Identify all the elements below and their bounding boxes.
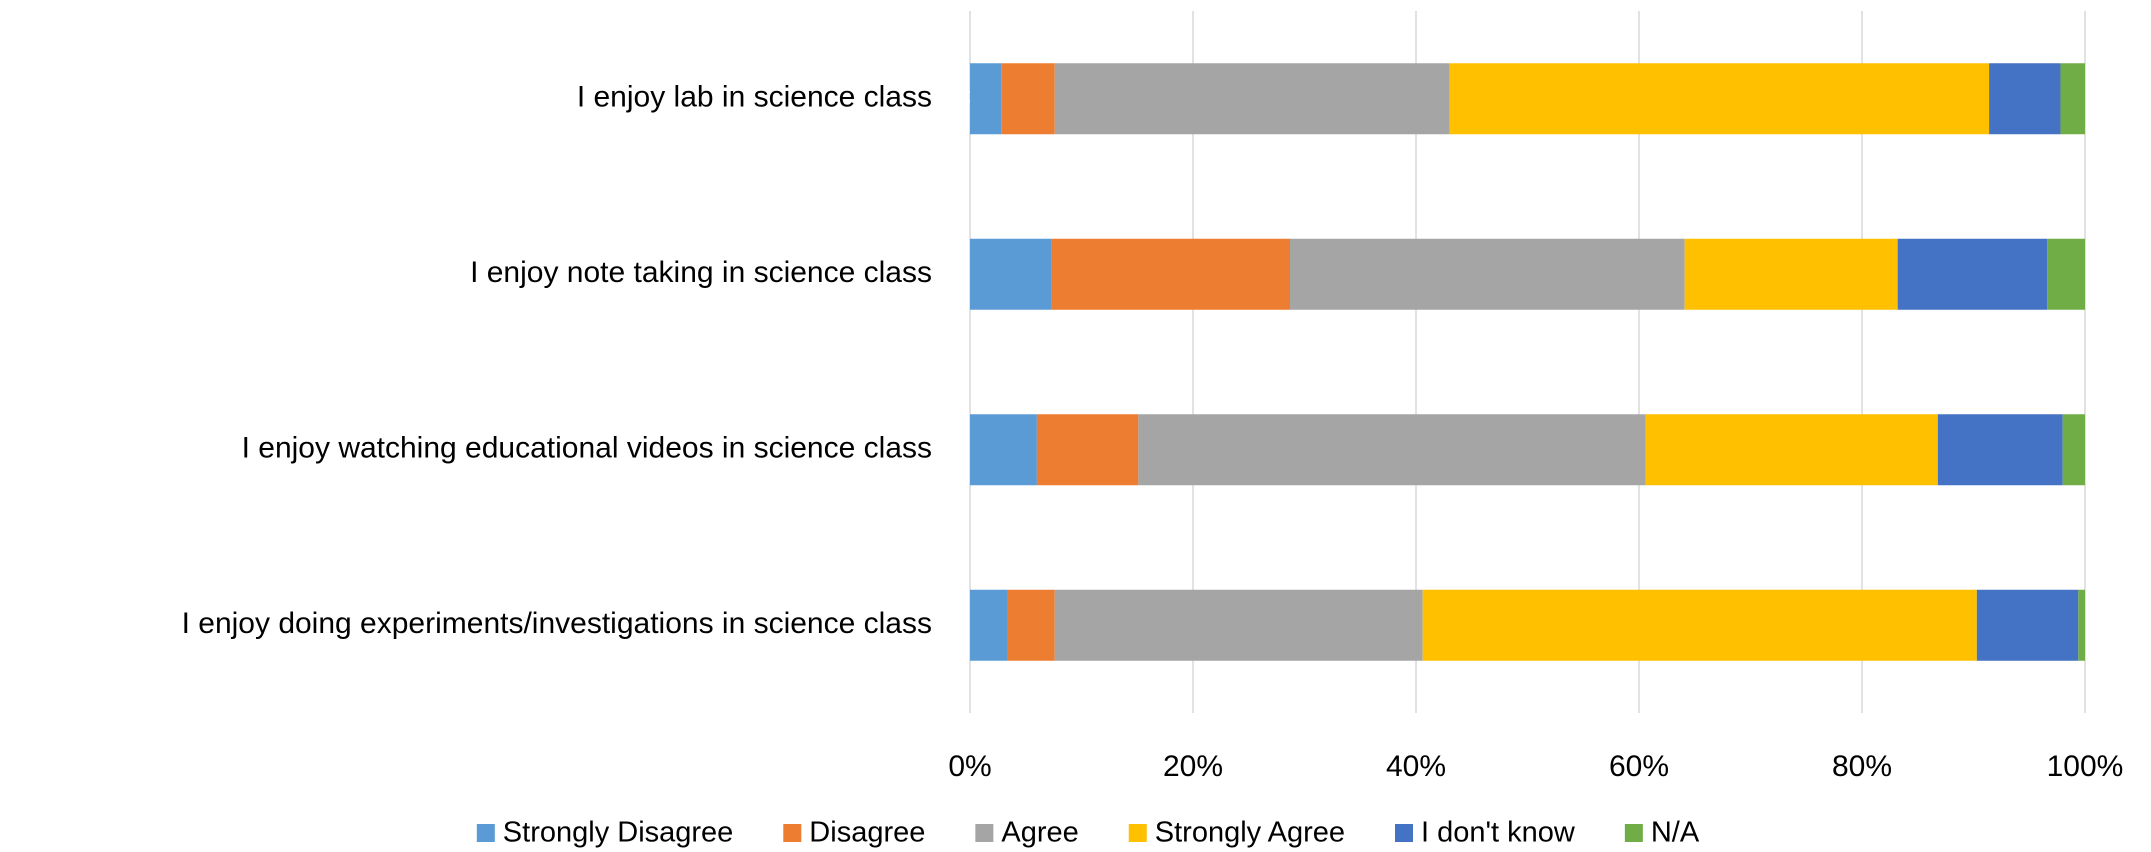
bar-segment	[1036, 414, 1139, 486]
legend: Strongly Disagree Disagree Agree Strongly A…	[476, 817, 1700, 849]
x-tick-label: 20%	[1163, 750, 1223, 783]
legend-swatch	[1128, 824, 1147, 842]
bar-segment	[2060, 63, 2085, 135]
legend-label: Strongly Agree	[1155, 817, 1345, 849]
bar-segment	[1051, 238, 1291, 310]
bar-segment	[970, 414, 1037, 486]
bar-segment	[1897, 238, 2048, 310]
x-tick-label: 100%	[2047, 750, 2124, 783]
bar-segment	[1684, 238, 1898, 310]
bar-segment	[1007, 589, 1055, 661]
legend-label: Disagree	[809, 817, 925, 849]
bar-segment	[2062, 414, 2085, 486]
y-tick-label: I enjoy watching educational videos in s…	[242, 432, 932, 465]
bar-segment	[1989, 63, 2061, 135]
legend-label: Agree	[1001, 817, 1078, 849]
bar-segment	[1937, 414, 2063, 486]
legend-swatch	[783, 824, 802, 842]
bar-segment	[1290, 238, 1685, 310]
x-tick-label: 80%	[1832, 750, 1892, 783]
bar-segment	[1645, 414, 1938, 486]
legend-swatch	[975, 824, 994, 842]
data-labels: 3%5%35%48%6%2%7%21%35%19%13%3%6%9%46%26%…	[968, 84, 2085, 638]
bar-segment	[2047, 238, 2085, 310]
bar-segment	[1138, 414, 1646, 486]
bar-segment	[1001, 63, 1055, 135]
legend-label: N/A	[1651, 817, 1700, 849]
bar-segment	[1054, 63, 1450, 135]
x-tick-label: 0%	[948, 750, 991, 783]
x-tick-label: 60%	[1609, 750, 1669, 783]
legend-swatch	[1624, 824, 1643, 842]
bar-segment	[970, 589, 1008, 661]
bar-segment	[970, 63, 1002, 135]
legend-swatch	[476, 824, 495, 842]
x-tick-label: 40%	[1386, 750, 1446, 783]
y-tick-label: I enjoy lab in science class	[577, 81, 932, 114]
bar-segment	[1422, 589, 1977, 661]
bar-segment	[1976, 589, 2079, 661]
bar-segment	[970, 238, 1052, 310]
legend-label: I don't know	[1421, 817, 1576, 849]
bar-segment	[1054, 589, 1423, 661]
bar-segment	[2078, 589, 2085, 661]
legend-label: Strongly Disagree	[503, 817, 734, 849]
y-tick-label: I enjoy note taking in science class	[470, 256, 932, 289]
y-tick-label: I enjoy doing experiments/investigations…	[182, 607, 932, 640]
legend-swatch	[1394, 824, 1413, 842]
bar-segment	[1449, 63, 1990, 135]
